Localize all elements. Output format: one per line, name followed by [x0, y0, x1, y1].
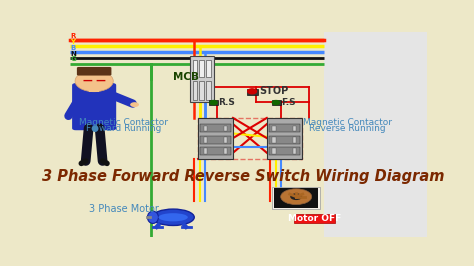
Ellipse shape	[147, 211, 158, 223]
Bar	[272, 126, 276, 131]
Circle shape	[130, 102, 139, 107]
Text: 3 Phase Forward Reverse Switch Wiring Diagram: 3 Phase Forward Reverse Switch Wiring Di…	[42, 169, 444, 184]
Text: 3 Phase Motor: 3 Phase Motor	[89, 204, 158, 214]
Text: N: N	[70, 51, 76, 57]
Text: — —: — —	[82, 76, 106, 86]
Ellipse shape	[158, 213, 188, 221]
Bar	[292, 126, 296, 131]
Bar	[246, 89, 258, 95]
Text: MCB: MCB	[173, 72, 199, 82]
Bar	[224, 148, 228, 154]
Ellipse shape	[281, 189, 312, 205]
Text: Y: Y	[70, 39, 75, 45]
Ellipse shape	[290, 193, 302, 200]
Bar	[204, 126, 207, 131]
Bar	[274, 188, 318, 208]
Bar	[200, 136, 231, 144]
Bar	[90, 86, 99, 92]
Bar	[269, 136, 300, 144]
Bar	[199, 81, 204, 99]
Text: R: R	[70, 33, 76, 39]
Bar	[269, 124, 300, 132]
Bar	[190, 56, 213, 102]
Circle shape	[210, 101, 217, 105]
Bar	[272, 137, 276, 143]
Bar	[224, 126, 228, 131]
Bar	[199, 60, 204, 77]
Circle shape	[248, 89, 256, 94]
Bar	[294, 214, 335, 223]
Bar	[272, 148, 276, 154]
Text: B: B	[70, 45, 75, 51]
Bar	[192, 81, 197, 99]
Bar	[204, 148, 207, 154]
Bar	[192, 60, 197, 77]
Bar	[200, 124, 231, 132]
Bar	[204, 137, 207, 143]
Text: Magnetic Contactor: Magnetic Contactor	[79, 118, 168, 127]
Bar	[272, 186, 320, 209]
Bar	[224, 137, 228, 143]
Circle shape	[75, 70, 113, 92]
Bar	[292, 148, 296, 154]
Text: Reverse Running: Reverse Running	[310, 124, 386, 133]
Text: Motor OFF: Motor OFF	[288, 214, 341, 223]
Ellipse shape	[152, 209, 194, 226]
Bar	[269, 147, 300, 155]
Bar	[206, 81, 210, 99]
Text: STOP: STOP	[259, 86, 289, 96]
Bar	[209, 100, 219, 105]
Bar	[267, 118, 301, 159]
Text: R.S: R.S	[219, 98, 235, 107]
FancyBboxPatch shape	[72, 83, 116, 130]
Bar	[200, 147, 231, 155]
Bar	[272, 100, 281, 105]
FancyBboxPatch shape	[77, 67, 111, 76]
Text: F●ward Running: F●ward Running	[86, 124, 161, 133]
Bar	[206, 60, 210, 77]
Circle shape	[272, 101, 280, 105]
Text: Magnetic Contactor: Magnetic Contactor	[303, 118, 392, 127]
Bar	[292, 137, 296, 143]
Bar	[198, 118, 233, 159]
Text: G: G	[70, 56, 76, 63]
Text: F.S: F.S	[281, 98, 295, 107]
Bar	[324, 32, 427, 237]
